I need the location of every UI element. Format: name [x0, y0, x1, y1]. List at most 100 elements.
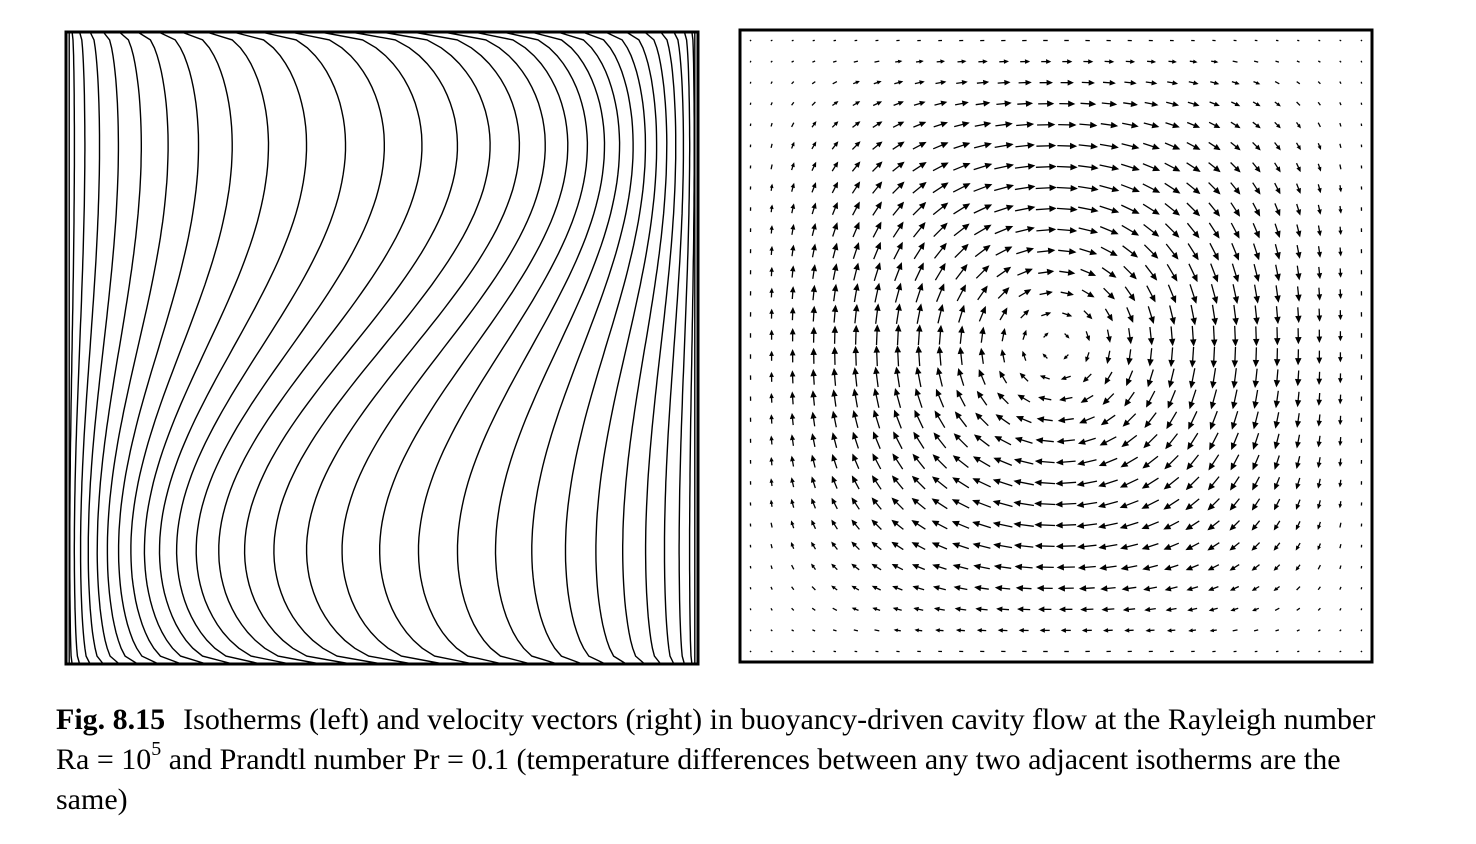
velocity-arrowhead	[1046, 268, 1055, 276]
velocity-arrowhead	[1170, 295, 1177, 304]
velocity-arrowhead	[1191, 295, 1198, 304]
velocity-arrowhead	[790, 182, 795, 189]
velocity-arrowhead	[1273, 566, 1279, 571]
velocity-vector	[1296, 586, 1301, 591]
velocity-arrowhead	[1338, 399, 1343, 405]
velocity-arrowhead	[1213, 122, 1221, 129]
velocity-arrowhead	[961, 100, 969, 107]
velocity-arrowhead	[983, 224, 992, 232]
velocity-arrowhead	[1273, 586, 1279, 591]
isotherm-line	[69, 31, 76, 665]
velocity-arrowhead	[833, 141, 839, 147]
velocity-arrowhead	[789, 328, 796, 335]
velocity-arrowhead	[982, 59, 988, 64]
velocity-arrowhead	[896, 221, 904, 230]
velocity-arrowhead	[769, 478, 774, 483]
velocity-vector	[1253, 629, 1259, 632]
velocity-arrowhead	[1230, 421, 1238, 430]
velocity-arrowhead	[1251, 565, 1258, 571]
velocity-arrowhead	[1146, 379, 1154, 388]
velocity-arrowhead	[1077, 438, 1086, 445]
velocity-arrowhead	[874, 303, 881, 311]
velocity-arrowhead	[1131, 121, 1139, 129]
velocity-arrowhead	[1101, 606, 1108, 613]
velocity-arrowhead	[972, 478, 981, 485]
velocity-arrowhead	[1082, 376, 1089, 383]
velocity-arrowhead	[876, 101, 883, 106]
velocity-arrowhead	[937, 324, 944, 333]
velocity-arrowhead	[812, 121, 817, 126]
velocity-arrowhead	[1017, 394, 1025, 401]
velocity-arrowhead	[1295, 483, 1301, 490]
velocity-arrowhead	[810, 326, 817, 334]
velocity-arrowhead	[1078, 585, 1087, 592]
velocity-arrowhead	[1338, 420, 1343, 426]
velocity-arrowhead	[1048, 142, 1057, 150]
velocity-arrowhead	[1229, 565, 1236, 571]
velocity-arrowhead	[1273, 421, 1281, 429]
velocity-vector	[770, 629, 773, 632]
velocity-arrowhead	[1034, 458, 1043, 465]
velocity-arrowhead	[1274, 230, 1281, 239]
velocity-arrowhead	[1186, 585, 1193, 592]
velocity-arrowhead	[1185, 503, 1194, 511]
velocity-arrowhead	[978, 369, 985, 378]
velocity-arrowhead	[893, 387, 901, 396]
velocity-arrowhead	[789, 307, 796, 314]
velocity-arrowhead	[1086, 313, 1093, 320]
velocity-arrowhead	[832, 201, 838, 210]
velocity-arrowhead	[831, 497, 837, 505]
isotherm-line	[644, 31, 677, 665]
velocity-arrowhead	[1252, 607, 1257, 612]
velocity-arrowhead	[1213, 165, 1221, 173]
velocity-arrowhead	[978, 347, 986, 356]
velocity-arrowhead	[1015, 416, 1024, 422]
velocity-arrowhead	[897, 161, 905, 169]
velocity-vector	[1360, 39, 1363, 42]
velocity-arrowhead	[1003, 266, 1012, 274]
velocity-vector	[812, 60, 816, 63]
velocity-arrowhead	[1065, 334, 1070, 339]
velocity-arrowhead	[1251, 544, 1258, 551]
velocity-arrowhead	[1060, 628, 1066, 633]
velocity-arrowhead	[1229, 544, 1237, 551]
velocity-arrowhead	[1055, 542, 1064, 550]
velocity-vectors	[749, 39, 1363, 653]
velocity-arrowhead	[1126, 357, 1133, 366]
velocity-arrowhead	[852, 453, 859, 462]
velocity-arrowhead	[1120, 543, 1128, 550]
velocity-arrowhead	[1191, 252, 1199, 261]
velocity-arrowhead	[1251, 503, 1259, 511]
velocity-arrowhead	[1338, 230, 1343, 236]
velocity-arrowhead	[984, 204, 993, 211]
velocity-arrowhead	[1143, 440, 1151, 449]
velocity-arrowhead	[1252, 338, 1260, 347]
velocity-arrowhead	[1119, 502, 1128, 509]
velocity-arrowhead	[1002, 287, 1010, 295]
velocity-vector	[791, 81, 795, 85]
velocity-arrowhead	[1055, 458, 1064, 466]
velocity-arrowhead	[1213, 208, 1221, 217]
velocity-arrowhead	[1165, 441, 1173, 450]
velocity-arrowhead	[1151, 122, 1160, 129]
velocity-arrowhead	[872, 409, 880, 418]
velocity-arrowhead	[961, 79, 968, 86]
velocity-arrowhead	[1090, 206, 1099, 213]
velocity-arrowhead	[1230, 462, 1237, 471]
velocity-arrowhead	[976, 628, 982, 633]
velocity-arrowhead	[1172, 208, 1181, 216]
velocity-arrowhead	[952, 477, 960, 484]
velocity-arrowhead	[1055, 500, 1063, 508]
velocity-arrowhead	[1231, 381, 1238, 389]
velocity-vector	[791, 122, 795, 128]
velocity-vector	[1317, 607, 1321, 611]
velocity-arrowhead	[1070, 206, 1078, 213]
velocity-arrowhead	[1119, 522, 1128, 530]
caption-exponent: 5	[151, 738, 162, 760]
velocity-arrowhead	[769, 499, 774, 505]
velocity-arrowhead	[994, 436, 1003, 443]
velocity-arrowhead	[1088, 100, 1097, 108]
velocity-arrowhead	[790, 244, 796, 251]
velocity-arrowhead	[1338, 187, 1343, 193]
velocity-arrowhead	[769, 183, 774, 189]
